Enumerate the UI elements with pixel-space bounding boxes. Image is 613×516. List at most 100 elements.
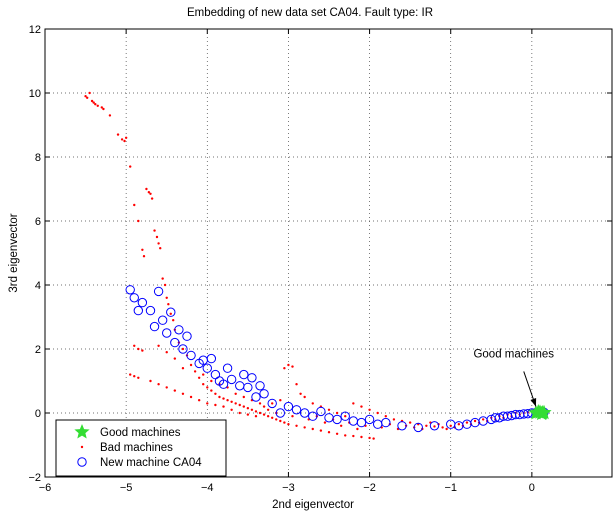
y-tick-label: 6: [35, 216, 41, 228]
bad-machines-point: [481, 418, 485, 421]
bad-machines-point: [372, 437, 375, 440]
x-tick-label: −5: [120, 482, 133, 494]
bad-machines-point: [85, 96, 89, 100]
bad-machines-point: [335, 432, 339, 435]
bad-machines-point: [262, 405, 266, 408]
bad-machines-point: [295, 383, 298, 386]
new-machine-ca04-point: [170, 337, 180, 348]
bad-machines-point: [266, 408, 270, 411]
bad-machines-point: [303, 395, 306, 399]
legend-label: Good machines: [100, 427, 181, 439]
bad-machines-point: [258, 411, 262, 415]
bad-machines-point: [311, 427, 314, 431]
bad-machines-point: [222, 397, 225, 400]
bad-machines-point: [150, 197, 154, 200]
bad-machines-point: [181, 347, 185, 351]
new-machine-ca04-point: [137, 297, 148, 308]
bad-machines-point: [262, 413, 266, 416]
bad-machines-point: [141, 248, 144, 251]
bad-machines-point: [169, 312, 172, 315]
bad-machines-point: [254, 410, 258, 413]
bad-machines-point: [149, 379, 152, 383]
y-tick-label: 0: [35, 408, 41, 420]
bad-machines-point: [266, 415, 270, 418]
bad-machines-point: [457, 423, 461, 426]
bad-machines-point: [206, 402, 209, 405]
bad-machines-point: [102, 107, 105, 111]
new-machine-ca04-point: [243, 382, 253, 393]
bad-machines-point: [161, 277, 164, 280]
new-machine-ca04-point: [299, 408, 310, 418]
new-machine-ca04-point: [267, 398, 277, 409]
bad-machines-point: [181, 392, 185, 395]
bad-machines-point: [465, 421, 469, 424]
bad-machines-point: [197, 399, 201, 402]
bad-machines-point: [291, 415, 294, 418]
bad-machines-point: [197, 376, 201, 379]
bad-machines-point: [133, 203, 136, 207]
bad-machines-point: [147, 191, 151, 194]
bad-machines-point: [202, 373, 205, 376]
bad-machines-point: [165, 386, 168, 389]
new-machine-ca04-point: [259, 389, 269, 399]
bad-machines-point: [291, 365, 294, 368]
new-machine-ca04-point: [149, 321, 160, 332]
y-tick-label: 12: [29, 24, 41, 36]
bad-machines-point: [157, 344, 160, 347]
new-machine-ca04-point: [206, 353, 217, 364]
new-machine-ca04-point: [133, 305, 144, 316]
new-machine-ca04-point: [235, 381, 245, 391]
bad-machines-point: [295, 424, 298, 427]
new-machine-ca04-point: [291, 405, 302, 415]
new-machine-ca04-point: [174, 325, 184, 335]
new-machine-ca04-point: [364, 414, 375, 425]
bad-machines-point: [172, 319, 175, 322]
new-machine-ca04-point: [255, 381, 265, 391]
new-machine-ca04-point: [182, 331, 192, 341]
bad-machines-point: [92, 101, 95, 104]
new-machine-ca04-point: [340, 411, 350, 421]
bad-machines-point: [408, 421, 412, 424]
bad-machines-point: [142, 255, 146, 258]
new-machine-ca04-point: [145, 305, 156, 316]
bad-machines-point: [165, 296, 168, 299]
plot-frame: [44, 28, 613, 478]
new-machine-ca04-point: [308, 411, 318, 421]
bad-machines-point: [279, 419, 282, 423]
y-tick-label: −2: [28, 472, 41, 484]
x-tick-label: −6: [39, 482, 52, 494]
bad-machines-point: [163, 283, 167, 287]
bad-machines-point: [165, 351, 168, 354]
bad-machines-point: [352, 434, 355, 438]
new-machine-ca04-point: [129, 293, 139, 303]
bad-machines-point: [356, 427, 359, 431]
bad-machines-point: [202, 383, 205, 386]
bad-machines-point: [100, 106, 104, 109]
bad-machines-point: [271, 416, 274, 419]
bad-machines-point: [94, 103, 97, 106]
bad-machines-point: [441, 426, 444, 429]
bad-machines-point: [335, 411, 339, 415]
y-tick-label: 4: [35, 280, 41, 292]
bad-machines-point: [129, 373, 132, 376]
bad-machines-point: [279, 399, 282, 402]
legend-marker: [74, 424, 90, 439]
bad-machines-point: [120, 138, 124, 141]
bad-machines-point: [90, 99, 94, 103]
bad-machines-point: [344, 434, 347, 437]
bad-machines-point: [283, 367, 286, 370]
bad-machines-point: [129, 165, 132, 168]
y-tick-label: 2: [35, 344, 41, 356]
bad-machines-point: [157, 383, 160, 386]
bad-machines-point: [234, 402, 237, 405]
new-machine-ca04-point: [413, 422, 423, 433]
bad-machines-point: [339, 424, 343, 427]
bad-machines-point: [133, 375, 136, 378]
bad-machines-point: [189, 363, 193, 367]
bad-machines-point: [360, 435, 363, 439]
new-machine-ca04-point: [222, 363, 233, 373]
good-machines-annotation: Good machines: [473, 348, 554, 407]
new-machine-ca04-point: [157, 315, 168, 325]
new-machine-ca04-point: [239, 369, 249, 380]
new-machine-ca04-point: [210, 369, 221, 380]
